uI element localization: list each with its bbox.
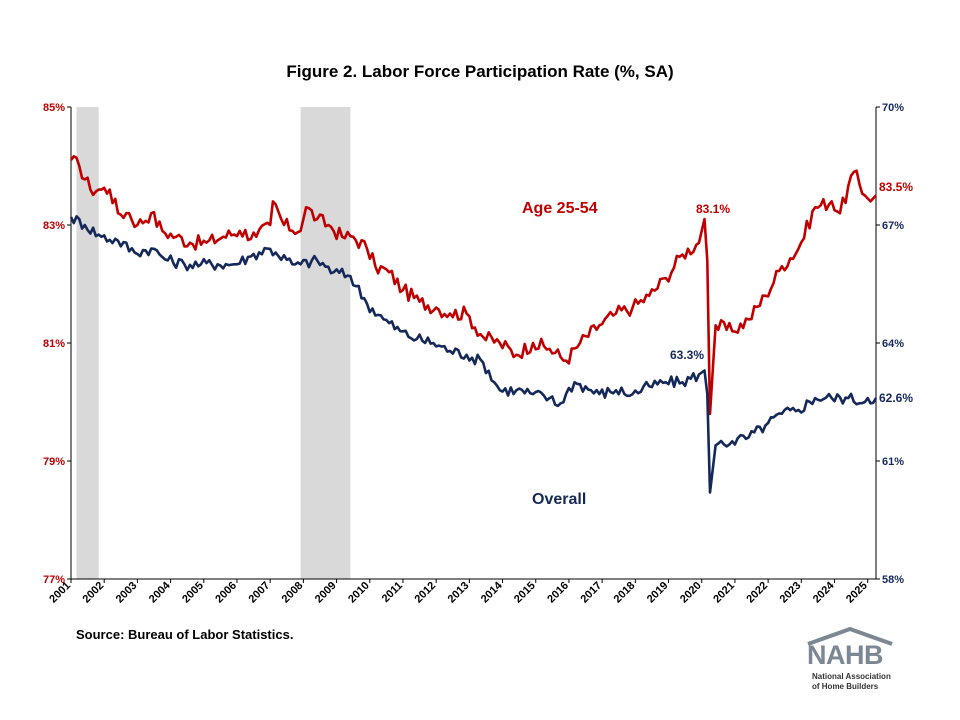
right-tick-label: 58% bbox=[882, 574, 904, 586]
left-tick-label: 81% bbox=[43, 338, 65, 350]
left-tick-label: 79% bbox=[43, 456, 65, 468]
annotations: Age 25-54 83.1% 83.5% Overall 63.3% 62.6% bbox=[522, 180, 913, 508]
x-tick-label: 2017 bbox=[578, 580, 604, 606]
x-tick-label: 2008 bbox=[280, 580, 306, 606]
nahb-logo: NAHB National Association of Home Builde… bbox=[800, 626, 900, 712]
end-label-age-25-54: 83.5% bbox=[879, 180, 913, 194]
peak-label-age-25-54: 83.1% bbox=[696, 202, 730, 216]
x-tick-label: 2018 bbox=[612, 580, 638, 606]
logo-subtitle-2: of Home Builders bbox=[812, 682, 879, 691]
x-tick-label: 2003 bbox=[114, 580, 140, 606]
x-tick-label: 2019 bbox=[645, 580, 671, 606]
recession-bands bbox=[76, 107, 351, 579]
series-line-age-25-54 bbox=[69, 155, 877, 416]
x-tick-label: 2009 bbox=[313, 580, 339, 606]
x-tick-label: 2024 bbox=[811, 579, 837, 605]
x-tick-label: 2025 bbox=[844, 580, 870, 606]
right-tick-label: 61% bbox=[882, 456, 904, 468]
x-tick-label: 2021 bbox=[711, 580, 737, 606]
series-lines bbox=[69, 155, 878, 494]
right-tick-label: 64% bbox=[882, 338, 904, 350]
x-tick-label: 2012 bbox=[412, 580, 438, 606]
left-tick-label: 83% bbox=[43, 220, 65, 232]
axes: 77%79%81%83%85%58%61%64%67%70%2001 2002 20… bbox=[43, 102, 904, 605]
chart-title: Figure 2. Labor Force Participation Rate… bbox=[286, 62, 674, 81]
logo-wordmark: NAHB bbox=[807, 640, 884, 670]
x-tick-label: 2002 bbox=[81, 580, 107, 606]
left-tick-label: 77% bbox=[43, 574, 65, 586]
left-tick-label: 85% bbox=[43, 102, 65, 114]
x-tick-label: 2014 bbox=[479, 579, 505, 605]
x-tick-label: 2020 bbox=[678, 580, 704, 606]
x-tick-label: 2011 bbox=[380, 580, 405, 605]
x-tick-label: 2022 bbox=[744, 580, 770, 606]
x-tick-label: 2016 bbox=[545, 580, 571, 606]
end-label-overall: 62.6% bbox=[879, 391, 913, 405]
x-tick-label: 2013 bbox=[446, 580, 472, 606]
series-line-overall bbox=[69, 215, 878, 494]
logo-subtitle-1: National Association bbox=[812, 672, 891, 681]
x-tick-label: 2010 bbox=[346, 580, 372, 606]
recession-band-2 bbox=[300, 107, 351, 579]
house-roof-icon bbox=[807, 626, 893, 646]
peak-label-overall: 63.3% bbox=[670, 348, 704, 362]
series-label-age-25-54: Age 25-54 bbox=[522, 200, 598, 217]
x-tick-label: 2004 bbox=[147, 579, 173, 605]
right-tick-label: 70% bbox=[882, 102, 904, 114]
right-tick-label: 67% bbox=[882, 220, 904, 232]
x-tick-label: 2005 bbox=[180, 580, 206, 606]
source-note: Source: Bureau of Labor Statistics. bbox=[76, 627, 294, 642]
x-tick-label: 2023 bbox=[778, 580, 804, 606]
x-tick-label: 2007 bbox=[246, 580, 272, 606]
x-tick-label: 2006 bbox=[213, 580, 239, 606]
series-label-overall: Overall bbox=[532, 491, 586, 508]
x-tick-label: 2015 bbox=[512, 580, 538, 606]
